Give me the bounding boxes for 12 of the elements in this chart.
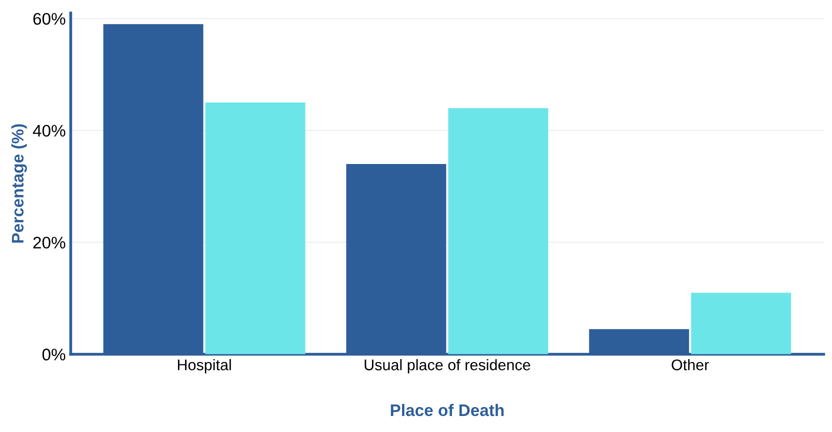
y-tick-label: 40% — [32, 124, 66, 137]
bar — [448, 108, 548, 354]
x-tick-label: Hospital — [178, 359, 231, 374]
x-tick-label: Usual place of residence — [364, 359, 530, 374]
y-tick-label: 0% — [42, 348, 66, 360]
bar — [691, 292, 792, 354]
x-tick-label: Other — [672, 359, 709, 370]
bar — [205, 102, 306, 354]
y-axis-title: Percentage (%) — [11, 124, 27, 243]
x-axis-title: Place of Death — [390, 404, 504, 416]
y-tick-label: 20% — [33, 236, 66, 249]
y-tick-label: 60% — [33, 12, 66, 25]
